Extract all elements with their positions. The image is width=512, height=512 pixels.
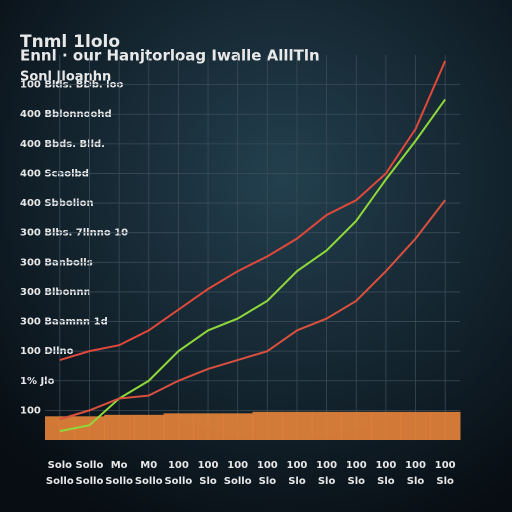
x-tick-label-2: Slo	[318, 476, 336, 487]
bar	[400, 411, 431, 440]
x-tick-label: 100	[405, 460, 426, 471]
line-series	[59, 60, 447, 361]
chart-subtitle: Ennl · our Hanjtorloag Iwalle AlllTln	[20, 47, 320, 65]
x-tick-label-2: Sollo	[46, 476, 74, 487]
y-tick-label: 300 Blbs. 7llnno 10	[20, 228, 128, 239]
x-tick-label: 100	[227, 460, 248, 471]
bar	[341, 411, 372, 440]
x-tick-label-2: Slo	[259, 476, 277, 487]
x-tick-label-2: Sollo	[76, 476, 104, 487]
x-tick-label-2: Slo	[436, 476, 454, 487]
bar	[222, 413, 253, 440]
x-tick-label-2: Slo	[407, 476, 425, 487]
bar	[430, 411, 461, 440]
x-tick-label-2: Slo	[199, 476, 217, 487]
y-tick-label: 400 Bblonnoohd	[20, 109, 112, 120]
x-tick-label: 100	[375, 460, 396, 471]
y-tick-label: 300 Baamnn 1d	[20, 317, 108, 328]
x-tick-label-2: Slo	[377, 476, 395, 487]
y-tick-label: 400 Bbds. Blld.	[20, 139, 105, 150]
x-tick-label-2: Slo	[348, 476, 366, 487]
line-series	[59, 199, 446, 421]
y-tick-label: 1% Jlo	[20, 376, 55, 387]
x-tick-label: Mo	[111, 460, 128, 471]
chart-title: Tnml 1lolo	[20, 32, 120, 52]
x-tick-label: Sollo	[76, 460, 104, 471]
x-tick-label-2: Slo	[288, 476, 306, 487]
y-tick-label: 300 Banbolls	[20, 257, 93, 268]
y-tick-label: 400 Sbbolion	[20, 198, 94, 209]
x-tick-label-2: Sollo	[135, 476, 163, 487]
bar	[104, 414, 135, 440]
bar	[252, 411, 283, 440]
x-tick-label: 100	[435, 460, 456, 471]
bar	[163, 413, 194, 440]
x-tick-label: 100	[257, 460, 278, 471]
x-tick-label: 100	[287, 460, 308, 471]
x-tick-label: 100	[316, 460, 337, 471]
bar	[311, 411, 342, 440]
y-tick-label: 100 Dllno	[20, 346, 74, 357]
x-tick-label: M0	[140, 460, 157, 471]
bar	[133, 414, 165, 440]
bar	[282, 411, 313, 440]
x-tick-label: Solo	[48, 460, 73, 471]
x-tick-label: 100	[346, 460, 367, 471]
bar	[45, 416, 76, 440]
chart-caption: Sonl Jloanhn	[20, 70, 111, 85]
bar	[193, 413, 224, 440]
y-tick-label: 100 Blds. BDb. loo	[20, 80, 123, 91]
bar	[371, 411, 402, 440]
x-tick-label-2: Sollo	[105, 476, 133, 487]
x-tick-label: 100	[168, 460, 189, 471]
bar	[74, 416, 105, 440]
x-tick-label: 100	[198, 460, 219, 471]
line-series	[59, 98, 446, 433]
x-tick-label-2: Sollo	[164, 476, 192, 487]
y-tick-label: 100	[20, 405, 41, 416]
x-tick-label-2: Sollo	[224, 476, 252, 487]
y-tick-label: 400 Scaolbd	[20, 168, 89, 179]
y-tick-label: 300 Blbonnn	[20, 287, 91, 298]
